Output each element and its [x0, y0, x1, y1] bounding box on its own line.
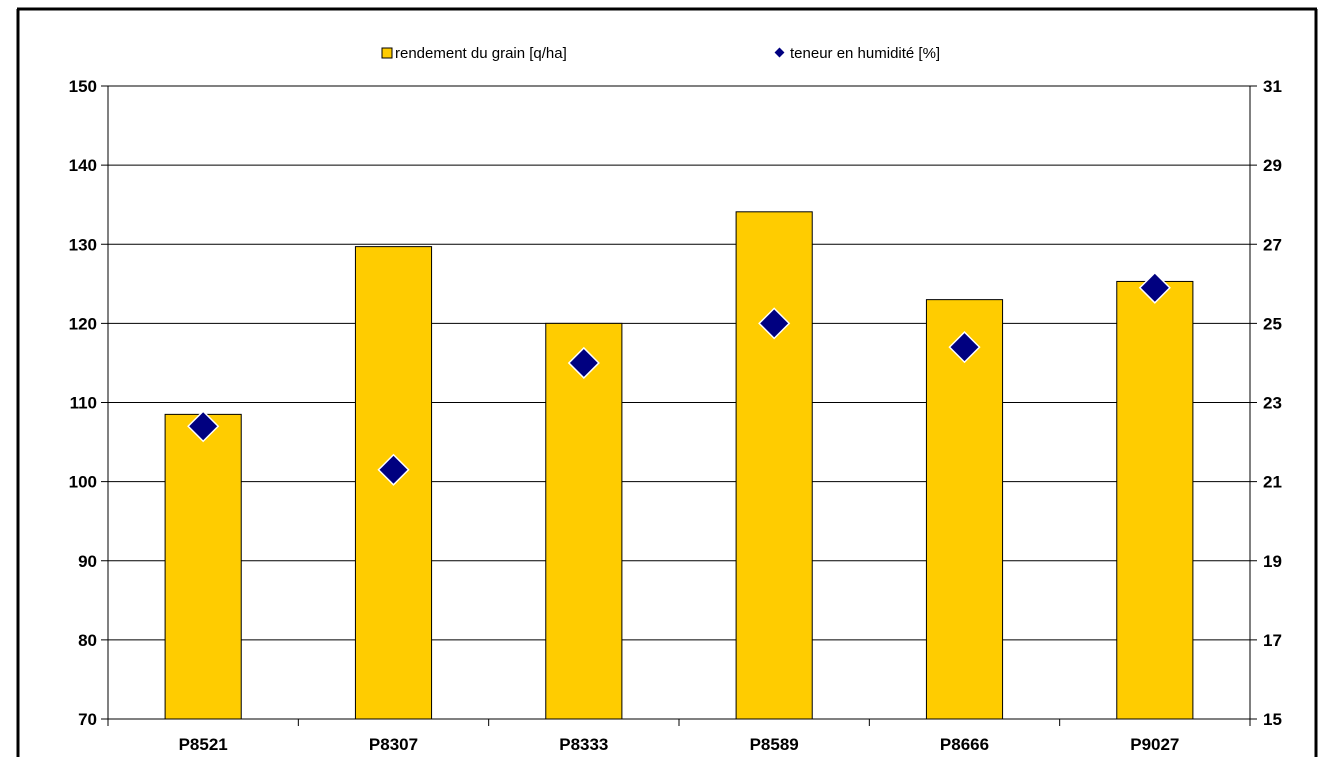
- x-category-label: P8521: [179, 735, 228, 754]
- legend-swatch-scatter: [774, 47, 785, 58]
- y-right-tick-label: 29: [1263, 156, 1282, 175]
- y-right-tick-label: 19: [1263, 552, 1282, 571]
- bar: [545, 322, 623, 720]
- legend-label-bar: rendement du grain [q/ha]: [395, 45, 567, 62]
- bar: [925, 299, 1004, 720]
- x-category-label: P8333: [559, 735, 608, 754]
- legend-swatch-bar: [381, 47, 393, 59]
- y-left-tick-label: 90: [78, 552, 97, 571]
- y-left-tick-label: 70: [78, 710, 97, 729]
- y-right-tick-label: 31: [1263, 77, 1282, 96]
- scatter-point: [567, 346, 600, 379]
- scatter-point: [1138, 271, 1171, 304]
- y-right-tick-label: 17: [1263, 631, 1282, 650]
- legend: rendement du grain [q/ha] teneur en humi…: [381, 45, 940, 62]
- y-left-tick-label: 140: [69, 156, 97, 175]
- y-left-tick-label: 130: [69, 235, 97, 254]
- bar: [1116, 280, 1194, 720]
- y-left-tick-label: 150: [69, 77, 97, 96]
- scatter-point: [187, 410, 220, 443]
- y-right-tick-label: 23: [1263, 394, 1282, 413]
- y-left-tick-label: 120: [69, 314, 97, 333]
- scatter-point: [948, 331, 981, 364]
- axes: 70 80 90 100 110 120 130 140 150 15 17 19 21 23 25 27 29…: [69, 77, 1282, 754]
- scatter-series: [187, 271, 1171, 486]
- x-category-label: P8666: [940, 735, 989, 754]
- y-left-tick-label: 110: [70, 394, 97, 413]
- y-left-tick-label: 80: [78, 631, 97, 650]
- gridlines: [108, 164, 1250, 641]
- x-category-label: P8589: [750, 735, 799, 754]
- y-right-tick-label: 21: [1263, 473, 1282, 492]
- scatter-point: [758, 307, 791, 340]
- scatter-point: [377, 453, 410, 486]
- x-category-label: P9027: [1130, 735, 1179, 754]
- y-left-tick-label: 100: [69, 473, 97, 492]
- bar: [735, 211, 813, 720]
- bar: [164, 413, 242, 720]
- x-category-label: P8307: [369, 735, 418, 754]
- y-right-tick-label: 15: [1263, 710, 1282, 729]
- outer-frame: [16, 7, 1318, 757]
- y-right-tick-label: 25: [1263, 314, 1282, 333]
- y-right-tick-label: 27: [1263, 235, 1282, 254]
- legend-label-scatter: teneur en humidité [%]: [790, 45, 940, 62]
